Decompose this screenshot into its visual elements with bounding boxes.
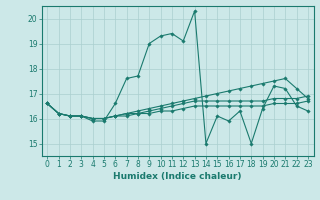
- X-axis label: Humidex (Indice chaleur): Humidex (Indice chaleur): [113, 172, 242, 181]
